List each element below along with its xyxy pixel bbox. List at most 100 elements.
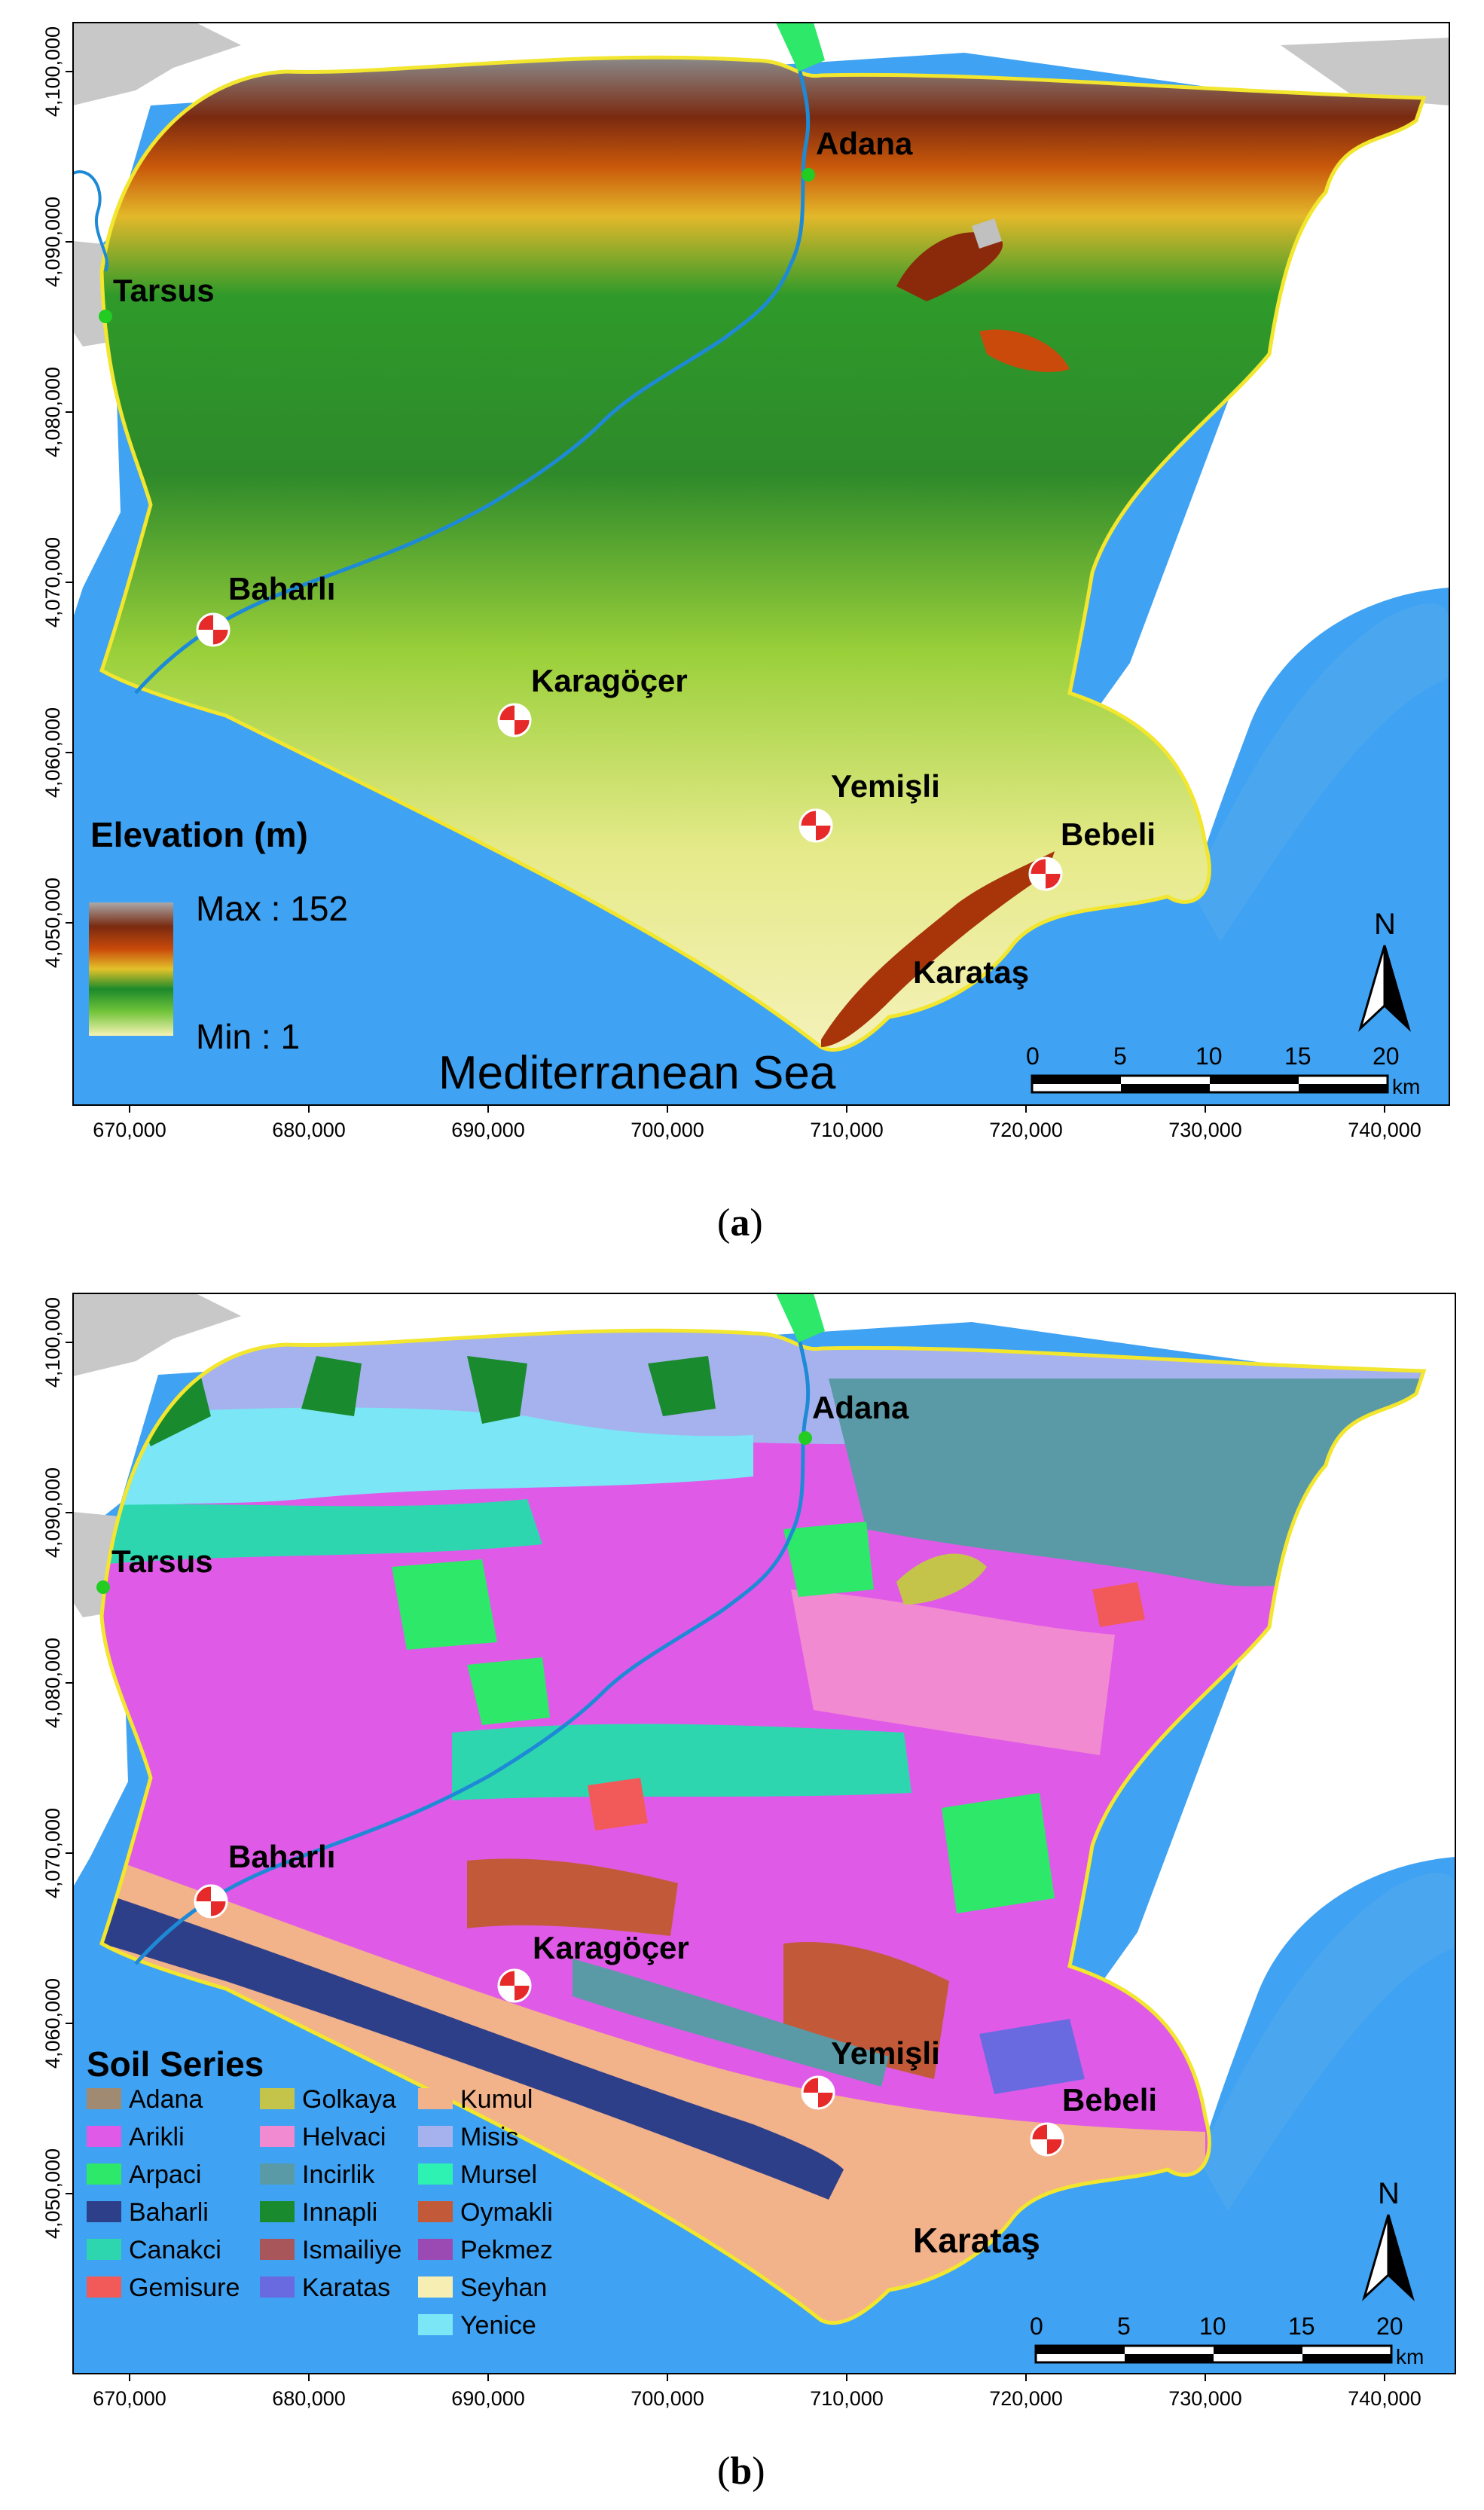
x-tick-label: 690,000 [451,1119,525,1141]
legend-label: Arpaci [129,2160,201,2189]
svg-text:0: 0 [1030,2313,1043,2340]
legend-swatch [87,2239,121,2260]
y-tick-label: 4,060,000 [41,707,64,798]
scale-bar: 0 5 10 15 20 km [1026,1043,1420,1098]
svg-text:Adana: Adana [812,1390,909,1425]
legend-item-arpaci: Arpaci [87,2160,201,2189]
place-adana: Adana [802,126,913,182]
urban-area [73,23,241,105]
site-marker-icon [497,703,532,737]
soil-golkaya [896,1553,987,1605]
legend-item-kumul: Kumul [418,2085,533,2114]
x-tick-label: 700,000 [631,1119,704,1141]
site-marker-icon [798,808,833,843]
legend-item-canakci: Canakci [87,2236,221,2264]
svg-text:Yemişli: Yemişli [831,2035,940,2071]
y-tick-label: 4,070,000 [41,1808,64,1898]
y-tick-label: 4,070,000 [41,537,64,628]
svg-text:km: km [1392,1075,1420,1098]
legend-label: Mursel [460,2160,537,2189]
legend-item-arikli: Arikli [87,2123,185,2151]
legend-item-incirlik: Incirlik [260,2160,375,2189]
legend-swatch [418,2201,453,2222]
y-axis-ticks: 4,100,000 4,090,000 4,080,000 4,070,000 4,06… [41,1297,73,2239]
svg-text:5: 5 [1117,2313,1131,2340]
svg-text:Tarsus: Tarsus [111,1544,213,1579]
map-frame-a [72,22,1450,1106]
legend-label: Oymakli [460,2198,553,2227]
legend-item-misis: Misis [418,2123,518,2151]
svg-text:N: N [1374,908,1396,941]
legend-swatch [418,2088,453,2109]
tarsus-river [73,170,108,272]
legend-swatch [260,2163,295,2185]
soil-baharli [102,1883,844,2200]
legend-swatch [260,2239,295,2260]
soil-gemisure [588,1582,1145,1831]
legend-label: Canakci [129,2236,221,2264]
svg-text:Karagöçer: Karagöçer [533,1930,689,1965]
legend-swatch [418,2126,453,2147]
hill-north-gray [972,218,1002,249]
river-delta-top [776,23,825,72]
panel-b-caption: (b) [717,2450,765,2493]
svg-text:N: N [1378,2177,1400,2210]
seyhan-river [134,29,811,695]
x-tick-label: 680,000 [272,1119,346,1141]
x-tick-label: 690,000 [451,2387,525,2410]
legend-item-seyhan: Seyhan [418,2273,547,2302]
svg-text:Baharlı: Baharlı [228,571,335,606]
x-tick-label: 680,000 [272,2387,346,2410]
site-marker-icon [1030,2122,1064,2157]
legend-swatch [418,2239,453,2260]
site-yemisli: Yemişli [801,2035,940,2110]
x-tick-label: 670,000 [93,1119,166,1141]
soil-helvaci [791,1589,1115,1755]
panel-b-soil-map: 670,000 680,000 690,000 700,000 710,000 720,0… [41,1293,1456,2493]
soil-series-legend: Soil Series Adana Arikli Arpaci Baharli Cana… [87,2044,553,2340]
legend-swatch [260,2201,295,2222]
place-karatas: Karataş [913,954,1029,990]
map-frame-b [72,1293,1456,2374]
y-tick-label: 4,080,000 [41,367,64,457]
site-bebeli: Bebeli [1028,817,1156,891]
elevation-legend: Elevation (m) Max : 152 Min : 1 [89,815,348,1056]
svg-text:20: 20 [1373,1043,1400,1070]
x-tick-label: 670,000 [93,2387,166,2410]
x-tick-label: 730,000 [1168,1119,1242,1141]
legend-label: Yenice [460,2311,536,2340]
lagoon [1190,603,1449,942]
soil-karatas [979,2019,1085,2094]
legend-swatch [87,2126,121,2147]
svg-text:Elevation (m): Elevation (m) [90,815,308,854]
legend-swatch [418,2163,453,2185]
y-axis-ticks: 4,100,000 4,090,000 4,080,000 4,070,000 4,06… [41,26,73,968]
soil-arpaci [392,1522,1055,1913]
place-adana: Adana [798,1390,909,1445]
legend-swatch [87,2163,121,2185]
svg-text:Bebeli: Bebeli [1061,817,1156,852]
hill-east [979,329,1070,372]
y-tick-label: 4,100,000 [41,26,64,117]
x-tick-label: 740,000 [1348,1119,1421,1141]
sea-label: Mediterranean Sea [438,1047,836,1099]
panel-a-caption: (a) [717,1202,763,1244]
svg-text:5: 5 [1113,1043,1127,1070]
legend-swatch [87,2276,121,2298]
legend-item-pekmez: Pekmez [418,2236,553,2264]
legend-item-karatas: Karatas [260,2273,390,2302]
site-karagocer: Karagöçer [497,1930,689,2003]
x-tick-label: 710,000 [810,2387,884,2410]
x-axis-ticks: 670,000 680,000 690,000 700,000 710,000 720,0… [93,2374,1421,2410]
place-karatas: Karataş [913,2221,1040,2260]
svg-text:Min : 1: Min : 1 [196,1017,300,1056]
land-elevation [99,55,1427,1052]
legend-item-innapli: Innapli [260,2198,377,2227]
legend-item-adana: Adana [87,2085,203,2114]
svg-text:10: 10 [1195,1043,1223,1070]
legend-label: Adana [129,2085,203,2114]
y-tick-label: 4,100,000 [41,1297,64,1388]
legend-label: Misis [460,2123,518,2151]
site-yemisli: Yemişli [798,768,940,843]
north-arrow-icon: N [1358,908,1411,1032]
